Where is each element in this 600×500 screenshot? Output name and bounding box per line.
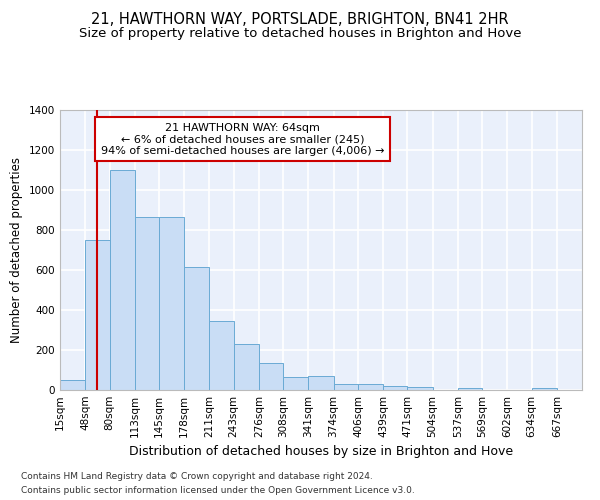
Bar <box>60 380 85 390</box>
Text: Contains public sector information licensed under the Open Government Licence v3: Contains public sector information licen… <box>21 486 415 495</box>
Bar <box>134 217 159 390</box>
Bar <box>209 321 234 390</box>
Text: 21, HAWTHORN WAY, PORTSLADE, BRIGHTON, BN41 2HR: 21, HAWTHORN WAY, PORTSLADE, BRIGHTON, B… <box>91 12 509 28</box>
Bar <box>184 267 209 390</box>
Bar <box>358 384 383 390</box>
X-axis label: Distribution of detached houses by size in Brighton and Hove: Distribution of detached houses by size … <box>129 446 513 458</box>
Bar <box>383 386 407 390</box>
Bar <box>85 240 110 390</box>
Text: Size of property relative to detached houses in Brighton and Hove: Size of property relative to detached ho… <box>79 28 521 40</box>
Text: Contains HM Land Registry data © Crown copyright and database right 2024.: Contains HM Land Registry data © Crown c… <box>21 472 373 481</box>
Bar <box>283 378 308 390</box>
Bar <box>159 217 184 390</box>
Bar <box>407 387 433 390</box>
Bar <box>308 376 334 390</box>
Bar <box>334 384 358 390</box>
Bar <box>532 388 557 390</box>
Bar <box>458 388 482 390</box>
Bar <box>234 344 259 390</box>
Bar <box>259 364 283 390</box>
Text: 21 HAWTHORN WAY: 64sqm
← 6% of detached houses are smaller (245)
94% of semi-det: 21 HAWTHORN WAY: 64sqm ← 6% of detached … <box>101 122 385 156</box>
Y-axis label: Number of detached properties: Number of detached properties <box>10 157 23 343</box>
Bar <box>110 170 134 390</box>
